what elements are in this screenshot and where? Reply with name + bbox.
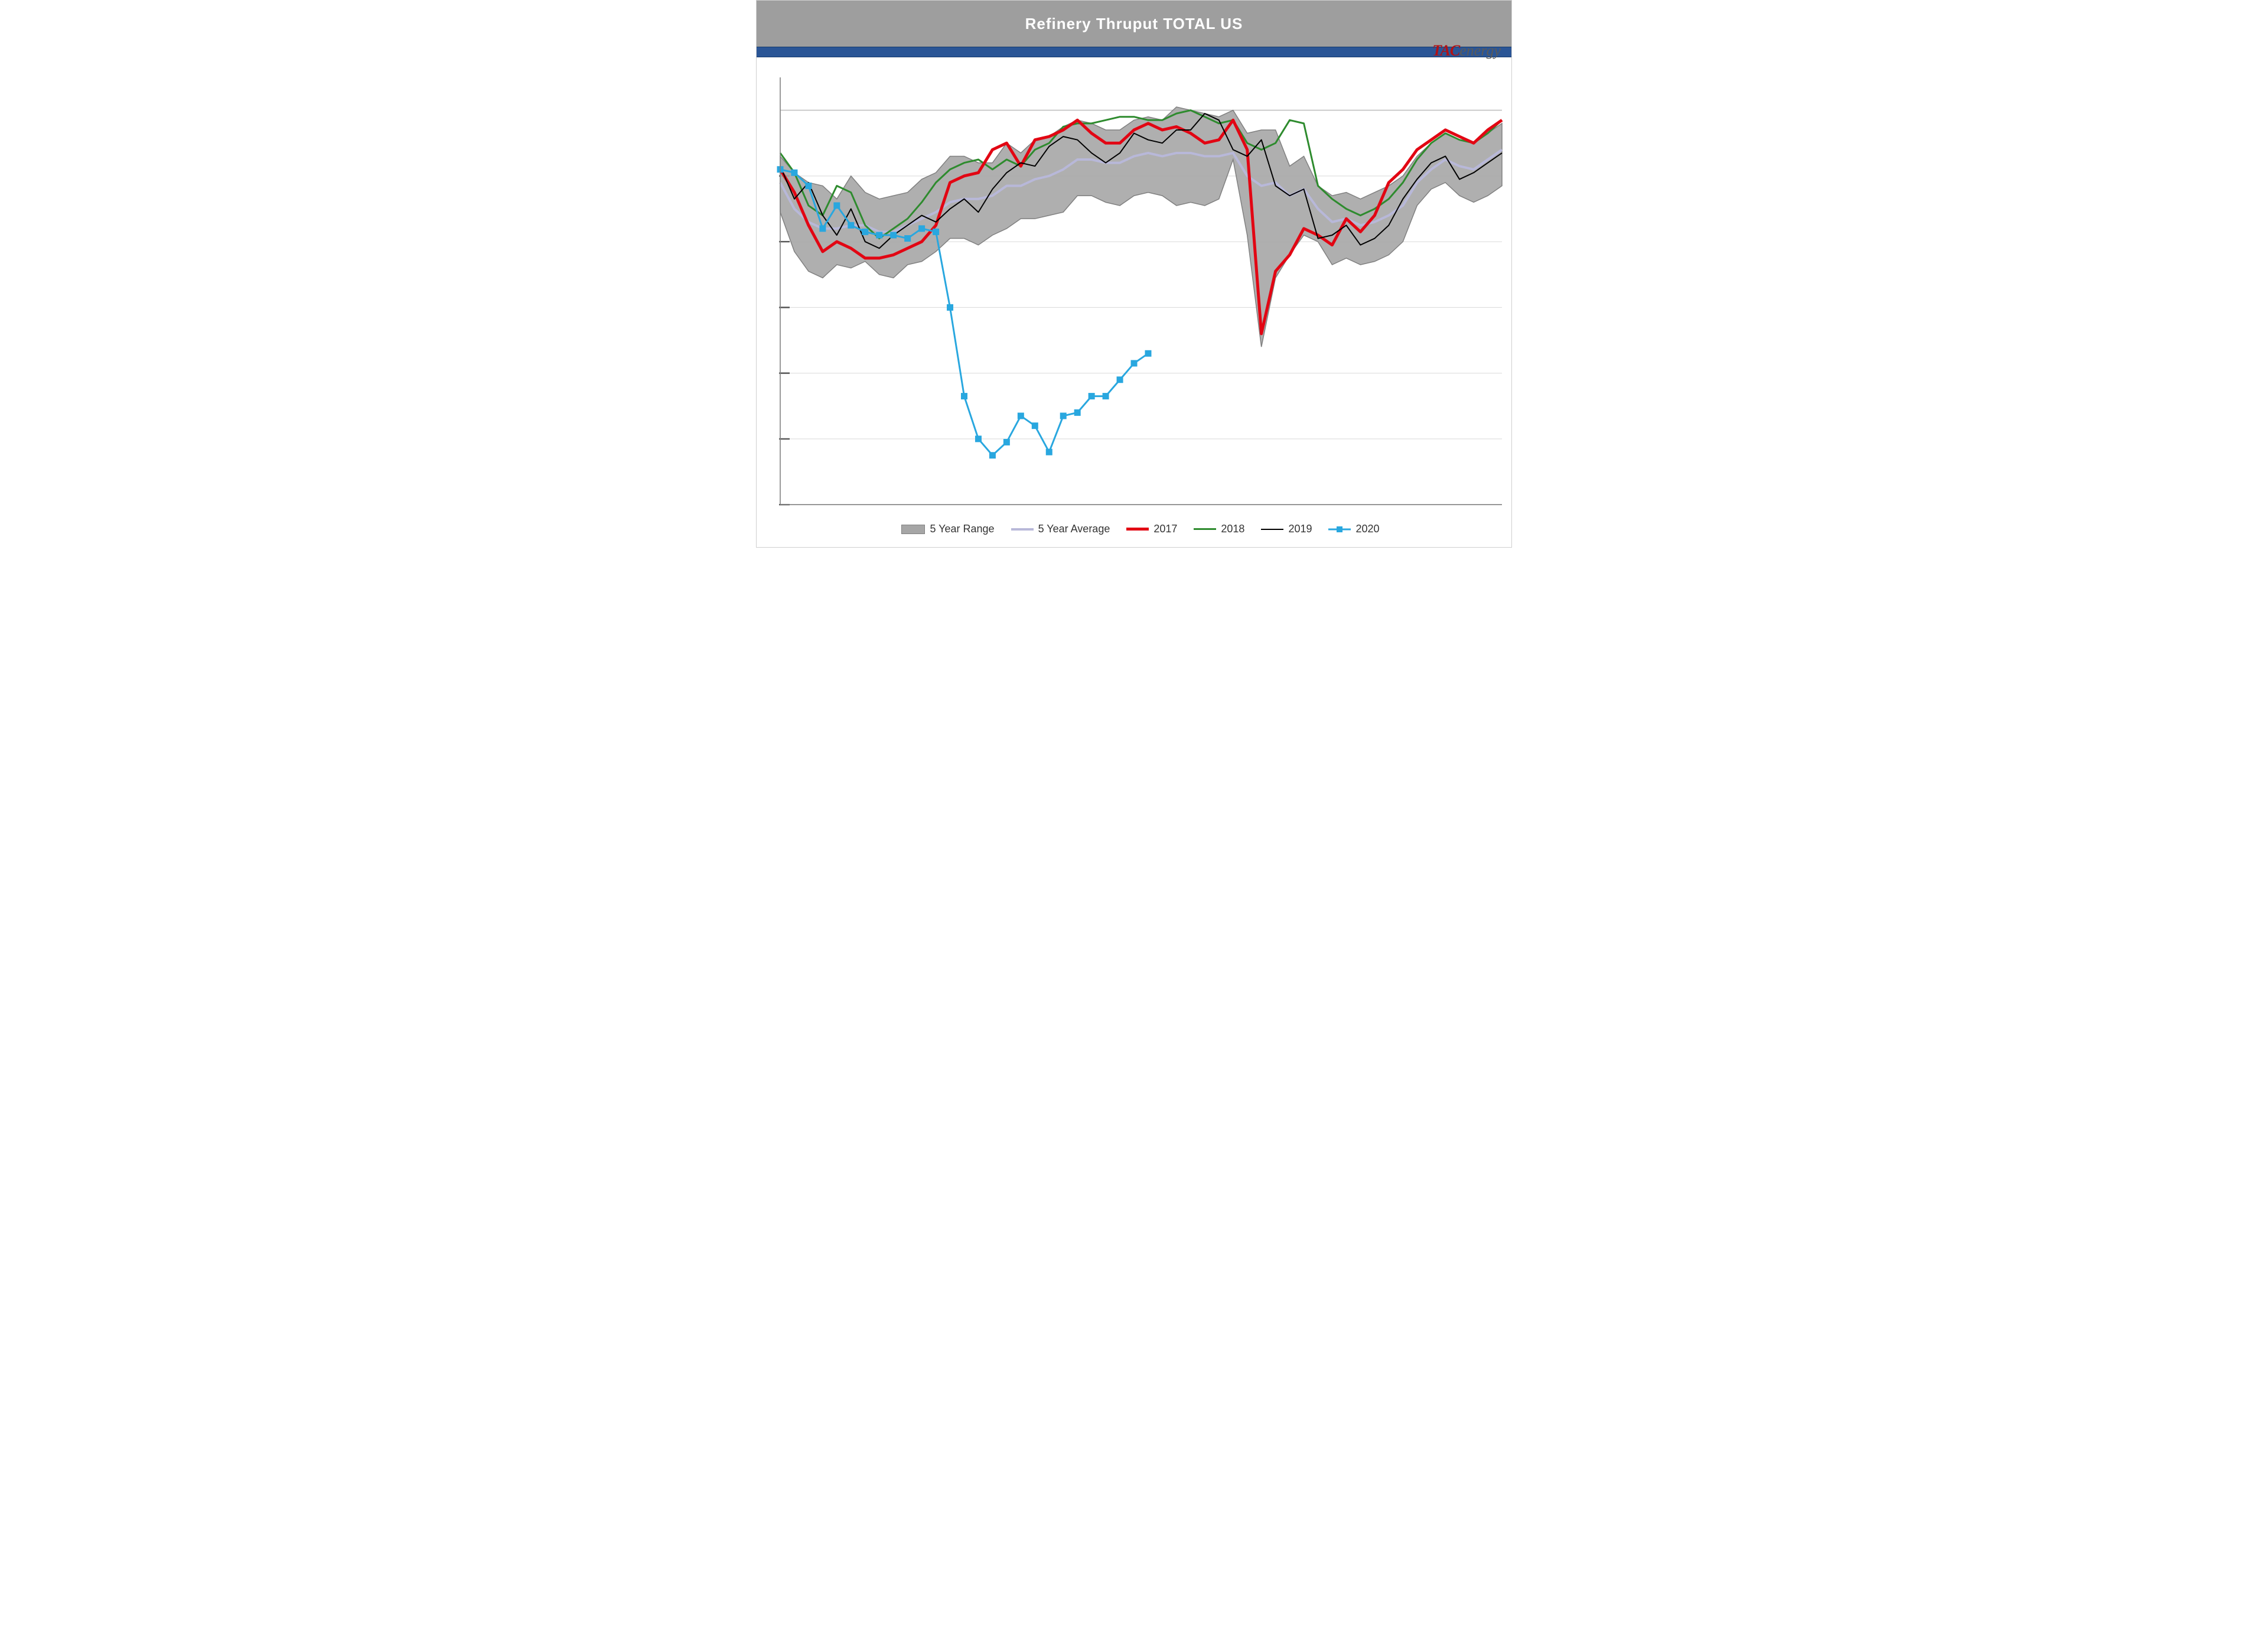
title-bar: Refinery Thruput TOTAL US TACenergy [757, 1, 1511, 47]
accent-strip [757, 47, 1511, 57]
legend-label-avg: 5 Year Average [1038, 523, 1110, 535]
legend-label-y2020: 2020 [1355, 523, 1379, 535]
legend-item-avg: 5 Year Average [1011, 523, 1110, 535]
legend-swatch-y2018 [1194, 528, 1216, 530]
legend-item-y2017: 2017 [1126, 523, 1177, 535]
legend-label-y2018: 2018 [1221, 523, 1244, 535]
legend-swatch-y2019 [1261, 529, 1283, 530]
chart-title: Refinery Thruput TOTAL US [1025, 15, 1243, 33]
legend-swatch-y2020 [1328, 525, 1351, 533]
legend-item-y2018: 2018 [1194, 523, 1244, 535]
legend-item-range: 5 Year Range [901, 523, 994, 535]
chart-area: 5 Year Range 5 Year Average 2017 2018 2019 20… [774, 70, 1507, 539]
legend-swatch-y2017 [1126, 528, 1149, 531]
legend: 5 Year Range 5 Year Average 2017 2018 2019 20… [774, 520, 1507, 539]
brand-logo: TACenergy [1432, 42, 1501, 60]
chart-svg [774, 70, 1507, 539]
chart-frame: Refinery Thruput TOTAL US TACenergy 5 Ye… [756, 0, 1512, 548]
legend-label-y2019: 2019 [1288, 523, 1312, 535]
brand-right: energy [1459, 42, 1501, 59]
legend-label-y2017: 2017 [1153, 523, 1177, 535]
legend-swatch-avg [1011, 528, 1034, 531]
legend-item-y2020: 2020 [1328, 523, 1379, 535]
legend-label-range: 5 Year Range [930, 523, 994, 535]
brand-left: TAC [1432, 42, 1459, 59]
legend-item-y2019: 2019 [1261, 523, 1312, 535]
legend-swatch-range [901, 525, 925, 534]
